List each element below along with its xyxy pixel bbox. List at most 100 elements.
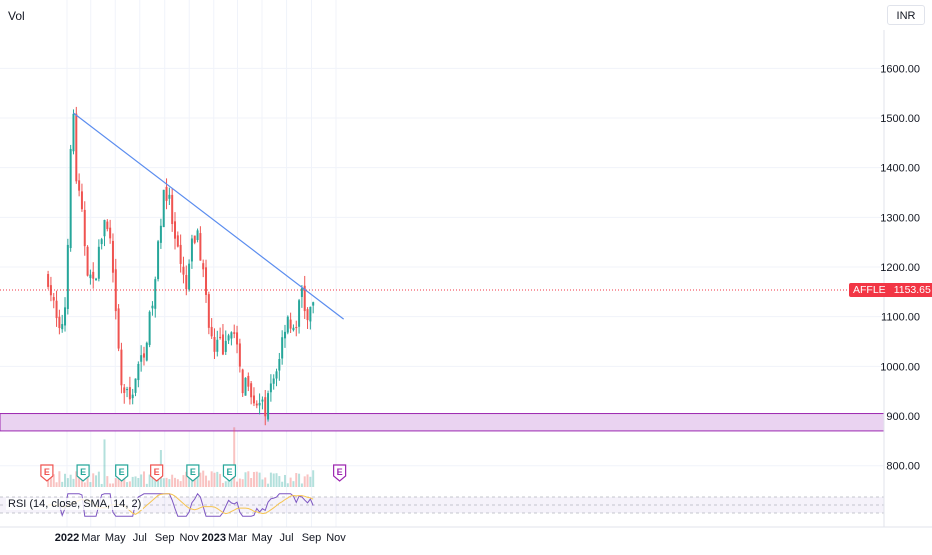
candle-body	[230, 332, 233, 339]
volume-bar	[193, 478, 196, 487]
x-axis-tick-label: Sep	[155, 532, 175, 544]
x-axis-tick-label: Mar	[228, 532, 247, 544]
volume-bar	[269, 472, 272, 487]
candle-body	[300, 288, 303, 298]
candle-body	[176, 235, 179, 247]
currency-button[interactable]: INR	[887, 5, 925, 25]
candle	[151, 301, 154, 316]
volume-bar	[66, 478, 69, 487]
x-axis-ticks: 2022 Mar May Jul Sep Nov 2023 Mar May Jul Sep Nov	[55, 532, 347, 544]
candle-body	[269, 383, 272, 393]
volume-bar	[168, 479, 171, 487]
volume-bar	[221, 482, 224, 487]
candle-body	[159, 225, 162, 243]
candle	[61, 314, 64, 333]
earnings-marker-label: E	[44, 467, 50, 477]
candle	[267, 390, 270, 422]
volume-bar	[114, 478, 117, 487]
candle	[64, 297, 67, 332]
candle-body	[224, 340, 227, 352]
candle	[264, 389, 267, 426]
volume-bar	[106, 476, 109, 487]
volume-bar	[312, 470, 315, 487]
volume-bar	[69, 474, 72, 487]
candle	[219, 327, 222, 340]
candle-body	[264, 397, 267, 417]
volume-bar	[227, 477, 230, 487]
candle-body	[278, 358, 281, 371]
volume-bar	[75, 471, 78, 487]
candle	[205, 259, 208, 303]
candle	[303, 275, 306, 319]
candle	[216, 330, 219, 357]
candle	[281, 330, 284, 365]
volume-bar	[61, 481, 64, 487]
candle	[114, 258, 117, 320]
candle	[162, 189, 165, 228]
candle	[134, 378, 137, 397]
candle-body	[281, 337, 284, 359]
candle	[75, 106, 78, 184]
candle	[255, 400, 258, 409]
candle	[137, 361, 140, 388]
volume-bar	[303, 476, 306, 487]
candle	[179, 234, 182, 273]
candle	[47, 270, 50, 290]
candle-body	[80, 191, 83, 210]
candle	[86, 245, 89, 277]
candle	[207, 291, 210, 335]
candle	[196, 228, 199, 243]
candle	[72, 109, 75, 155]
candle-body	[89, 274, 92, 279]
candle-body	[117, 308, 120, 349]
volume-bar	[250, 478, 253, 487]
candle-body	[298, 300, 301, 327]
candle	[289, 312, 292, 334]
volume-bar	[295, 473, 298, 487]
rsi-line	[48, 492, 314, 518]
volume-bar	[103, 439, 106, 487]
volume-bar	[298, 473, 301, 487]
candle-body	[303, 285, 306, 312]
candle	[123, 383, 126, 404]
volume-bar	[261, 479, 264, 487]
volume-bar	[241, 479, 244, 487]
candle	[109, 219, 112, 244]
candle-body	[58, 316, 61, 329]
volume-bar	[151, 473, 154, 487]
volume-bar	[126, 482, 129, 487]
rsi-legend-label[interactable]: RSI (14, close, SMA, 14, 2)	[6, 498, 144, 510]
candle-body	[75, 113, 78, 182]
candle-body	[221, 334, 224, 355]
volume-bar	[171, 474, 174, 487]
volume-bar	[213, 472, 216, 487]
grid-lines	[0, 0, 884, 527]
candle	[69, 144, 72, 252]
candle-body	[247, 375, 250, 387]
candle-body	[55, 300, 58, 319]
candles	[47, 106, 315, 426]
candle-body	[193, 235, 196, 243]
volume-bar	[199, 472, 202, 487]
volume-bar	[64, 473, 67, 487]
candle-body	[157, 241, 160, 280]
volume-bar	[272, 473, 275, 487]
candle-body	[137, 363, 140, 381]
volume-bar	[283, 474, 286, 487]
volume-bar	[117, 478, 120, 487]
volume-bar	[281, 481, 284, 487]
candle-body	[168, 194, 171, 199]
volume-bar	[275, 473, 278, 487]
volume-bar	[238, 478, 241, 487]
candle-body	[255, 403, 258, 406]
volume-bar	[182, 475, 185, 487]
volume-bar	[145, 483, 148, 487]
volume-bar	[148, 474, 151, 487]
candle	[188, 259, 191, 292]
earnings-marker-shape	[333, 464, 347, 482]
earnings-marker: E	[186, 464, 200, 482]
candle	[80, 183, 83, 212]
candle	[272, 374, 275, 390]
